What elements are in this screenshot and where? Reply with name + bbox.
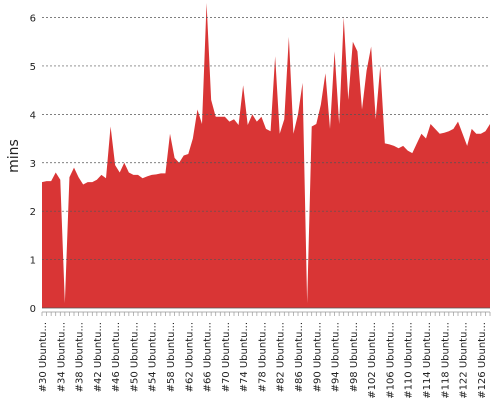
y-tick-label: 3 — [30, 159, 36, 170]
x-tick-label: #66 Ubuntu... — [203, 322, 214, 392]
x-tick-label: #106 Ubuntu... — [385, 322, 396, 399]
area — [42, 3, 490, 308]
x-tick-label: #118 Ubuntu... — [440, 322, 451, 399]
x-tick-label: #38 Ubuntu... — [75, 322, 86, 392]
y-axis-label: mins — [6, 139, 22, 173]
x-tick-label: #90 Ubuntu... — [312, 322, 323, 392]
y-tick-label: 5 — [30, 62, 36, 73]
x-tick-label: #70 Ubuntu... — [221, 322, 232, 392]
x-tick-label: #62 Ubuntu... — [184, 322, 195, 392]
x-tick-label: #74 Ubuntu... — [239, 322, 250, 392]
x-tick-label: #86 Ubuntu... — [294, 322, 305, 392]
x-tick-label: #42 Ubuntu... — [93, 322, 104, 392]
x-tick-label: #126 Ubuntu... — [477, 322, 488, 399]
y-tick-label: 0 — [30, 304, 36, 315]
x-tick-label: #110 Ubuntu... — [404, 322, 415, 399]
x-tick-label: #50 Ubuntu... — [129, 322, 140, 392]
x-tick-label: #82 Ubuntu... — [276, 322, 287, 392]
y-tick-label: 1 — [30, 256, 36, 267]
x-tick-label: #30 Ubuntu... — [38, 322, 49, 392]
y-tick-label: 6 — [30, 14, 36, 25]
y-tick-label: 4 — [30, 110, 36, 121]
x-tick-label: #102 Ubuntu... — [367, 322, 378, 399]
x-tick-label: #78 Ubuntu... — [257, 322, 268, 392]
x-tick-label: #122 Ubuntu... — [459, 322, 470, 399]
x-tick-label: #54 Ubuntu... — [148, 322, 159, 392]
x-tick-label: #98 Ubuntu... — [349, 322, 360, 392]
x-tick-label: #114 Ubuntu... — [422, 322, 433, 399]
y-tick-label: 2 — [30, 207, 36, 218]
x-tick-label: #58 Ubuntu... — [166, 322, 177, 392]
x-tick-label: #46 Ubuntu... — [111, 322, 122, 392]
x-tick-label: #94 Ubuntu... — [331, 322, 342, 392]
x-tick-label: #34 Ubuntu... — [56, 322, 67, 392]
